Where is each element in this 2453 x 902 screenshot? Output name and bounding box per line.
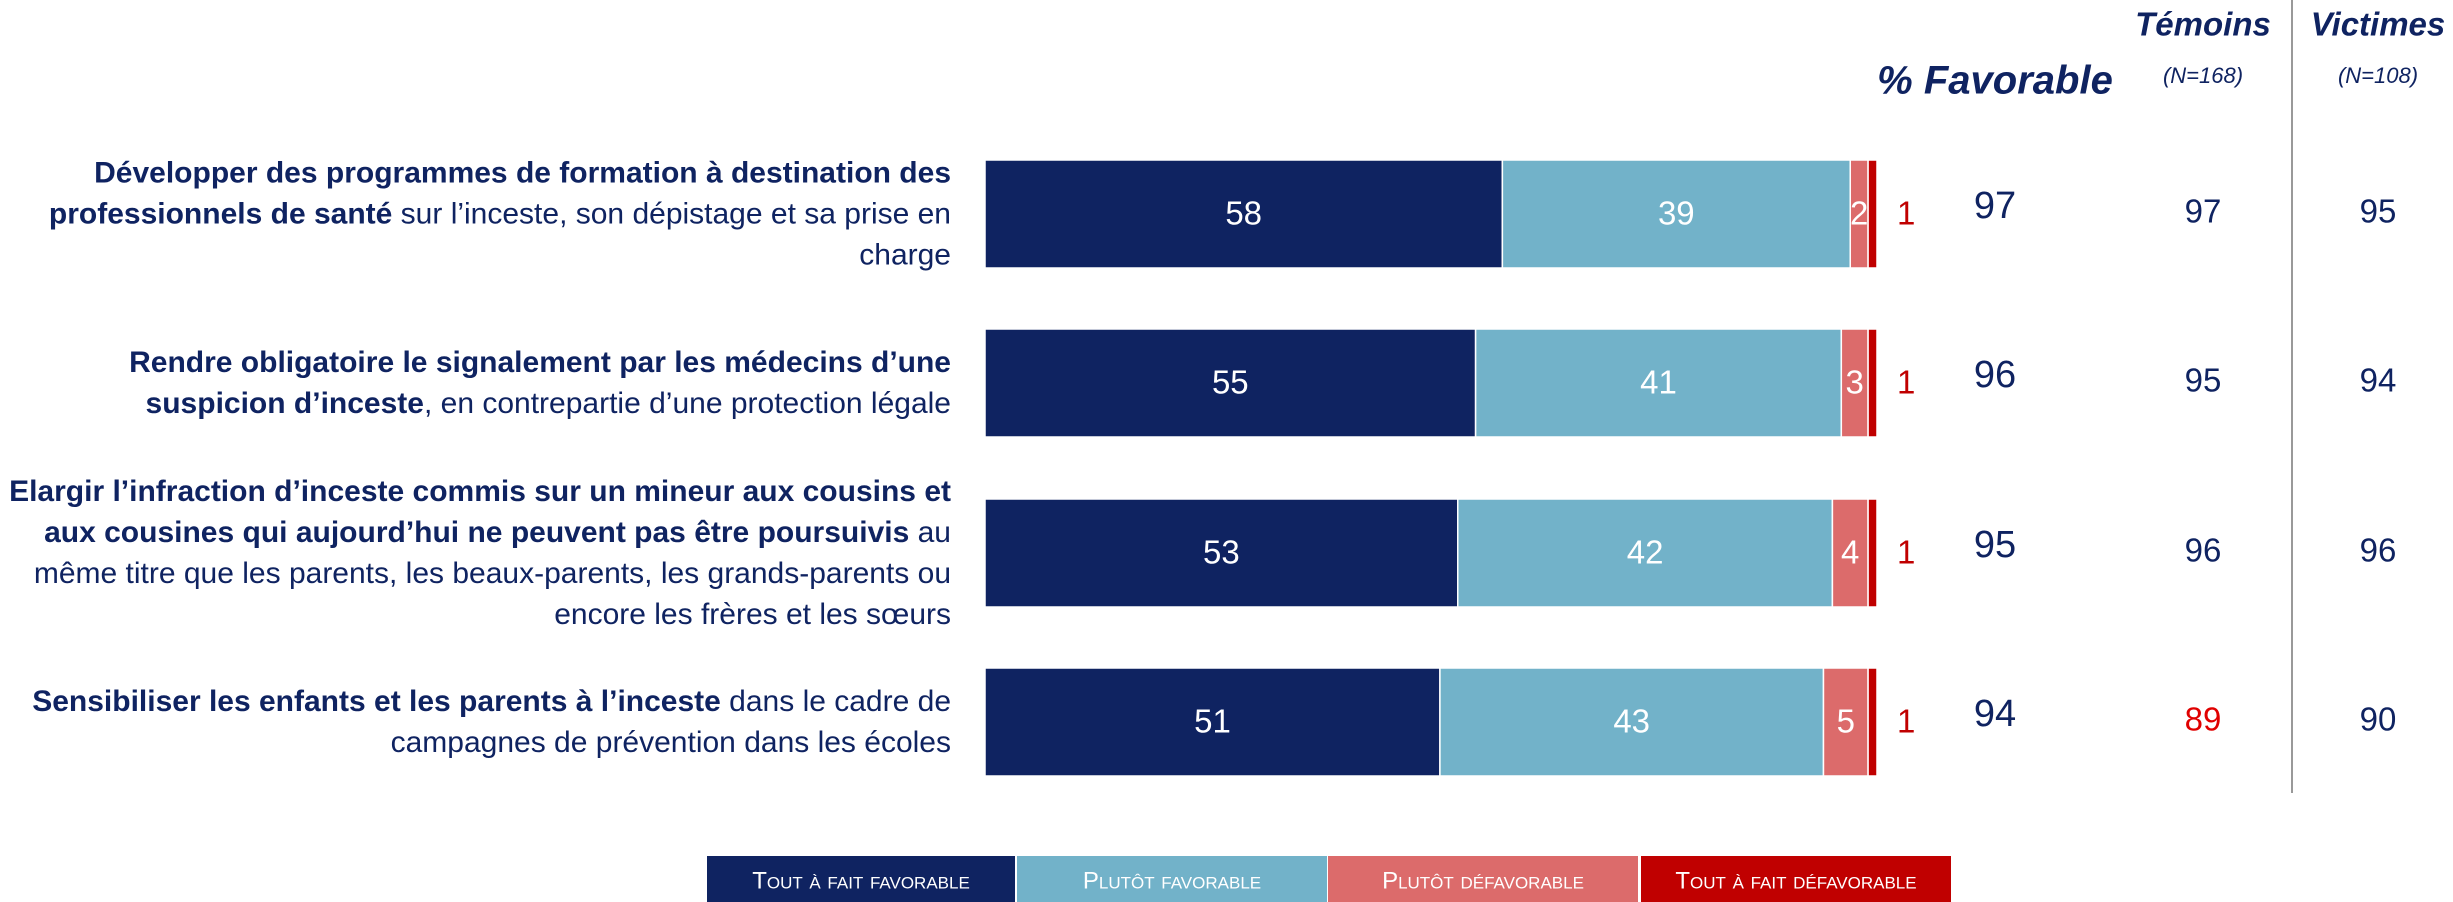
- segment-label: 1: [1897, 195, 1915, 232]
- bar-segment: [1867, 328, 1878, 438]
- segment-label: 43: [1613, 703, 1650, 740]
- legend-label: Tout à fait défavorable: [1675, 867, 1916, 894]
- column-title: Témoins: [2135, 6, 2271, 43]
- segment-label: 42: [1627, 534, 1664, 571]
- segment-label: 1: [1897, 534, 1915, 571]
- segment-label: 51: [1194, 703, 1231, 740]
- category-label: Développer des programmes de formation à…: [8, 153, 951, 276]
- segment-label: 4: [1841, 534, 1859, 571]
- column-value: 97: [2185, 193, 2222, 230]
- column-subtitle: (N=168): [2163, 63, 2243, 88]
- bar-segment: [984, 498, 1459, 608]
- segment-label: 1: [1897, 703, 1915, 740]
- legend-label: Plutôt favorable: [1083, 867, 1261, 894]
- column-value: 96: [2360, 532, 2397, 569]
- category-text: sur l’inceste, son dépistage et sa prise…: [392, 197, 951, 272]
- category-strong: Elargir l’infraction d’inceste commis su…: [9, 475, 951, 549]
- column-value: 90: [2360, 701, 2397, 738]
- bar-segment: [1474, 328, 1843, 438]
- category-text: dans le cadre de campagnes de prévention…: [390, 685, 951, 759]
- column-title: Victimes: [2311, 6, 2446, 43]
- bar-segment: [984, 159, 1504, 269]
- category-strong: Sensibiliser les enfants et les parents …: [32, 685, 721, 718]
- bar-segment: [1439, 667, 1825, 777]
- column-title: % Favorable: [1877, 59, 2113, 103]
- segment-label: 5: [1837, 703, 1855, 740]
- bar-segment: [1457, 498, 1834, 608]
- column-value: 97: [1974, 185, 2016, 227]
- segment-label: 3: [1846, 364, 1864, 401]
- column-subtitle: (N=108): [2338, 63, 2418, 88]
- bar-segment: [1867, 667, 1878, 777]
- bar-segment: [1822, 667, 1869, 777]
- column-value: 96: [1974, 354, 2016, 396]
- legend-swatch: [1017, 856, 1327, 902]
- legend-swatch: [1641, 856, 1951, 902]
- legend-swatch: [1328, 856, 1638, 902]
- category-label: Sensibiliser les enfants et les parents …: [8, 681, 951, 763]
- segment-label: 55: [1212, 364, 1249, 401]
- category-text: au même titre que les parents, les beaux…: [33, 516, 951, 631]
- column-value: 94: [2360, 362, 2397, 399]
- bar-segment: [1501, 159, 1851, 269]
- bar-segment: [1867, 498, 1878, 608]
- column-value: 94: [1974, 693, 2016, 735]
- column-value: 96: [2185, 532, 2222, 569]
- column-value: 95: [2360, 193, 2397, 230]
- bar-segment: [984, 667, 1441, 777]
- column-value: 89: [2185, 701, 2222, 738]
- category-text: , en contrepartie d’une protection légal…: [423, 387, 951, 420]
- bar-segment: [1867, 159, 1878, 269]
- category-strong: Développer des programmes de formation à…: [48, 156, 951, 231]
- category-label: Rendre obligatoire le signalement par le…: [8, 342, 951, 424]
- segment-label: 1: [1897, 364, 1915, 401]
- segment-label: 58: [1225, 195, 1262, 232]
- segment-label: 41: [1640, 364, 1677, 401]
- category-label: Elargir l’infraction d’inceste commis su…: [8, 471, 951, 635]
- column-value: 95: [2185, 362, 2222, 399]
- segment-label: 2: [1850, 195, 1868, 232]
- legend-swatch: [707, 856, 1015, 902]
- legend-label: Plutôt défavorable: [1382, 867, 1584, 894]
- category-strong: Rendre obligatoire le signalement par le…: [129, 346, 951, 420]
- segment-label: 53: [1203, 534, 1240, 571]
- legend-label: Tout à fait favorable: [752, 867, 970, 894]
- segment-label: 39: [1658, 195, 1695, 232]
- bar-segment: [984, 328, 1477, 438]
- column-value: 95: [1974, 524, 2016, 566]
